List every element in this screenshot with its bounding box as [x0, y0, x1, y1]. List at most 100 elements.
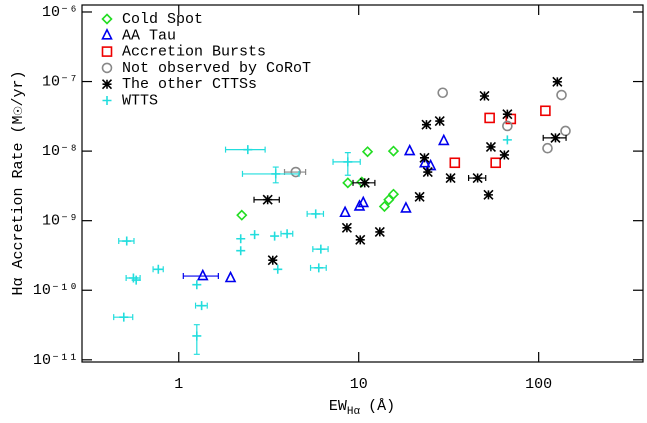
x-label-unit: (Å) [368, 398, 395, 415]
point [182, 268, 219, 281]
x-tick-label: 1 [174, 376, 183, 393]
marker [316, 244, 326, 254]
marker [414, 191, 425, 202]
point [192, 324, 202, 355]
x-label-main: EW [329, 398, 347, 415]
point [357, 195, 370, 208]
point [332, 152, 361, 176]
point [445, 172, 456, 184]
point [552, 76, 563, 87]
point [414, 191, 425, 202]
marker [490, 157, 501, 169]
marker [550, 132, 561, 143]
marker [361, 146, 374, 158]
point [192, 280, 202, 290]
marker [341, 222, 352, 233]
point [224, 270, 237, 283]
point [502, 135, 512, 145]
point [387, 145, 400, 157]
y-tick-label: 10⁻⁸ [42, 143, 78, 160]
y-axis-label: Hα Accretion Rate (M☉/yr) [10, 70, 27, 295]
legend-marker [101, 28, 113, 40]
point [437, 133, 450, 146]
marker [419, 152, 430, 163]
point [540, 105, 551, 117]
legend-marker [101, 79, 113, 90]
marker [236, 246, 246, 256]
point [113, 312, 134, 322]
point [403, 143, 416, 156]
plot-frame [81, 4, 644, 363]
x-tick-label: 100 [525, 376, 552, 393]
marker [192, 280, 202, 290]
marker [311, 209, 321, 219]
point [374, 226, 385, 237]
point [490, 157, 501, 169]
marker [243, 145, 253, 155]
point [273, 264, 283, 274]
point [339, 205, 351, 218]
legend-marker [101, 13, 113, 25]
point [341, 222, 352, 233]
point [118, 236, 135, 246]
marker [262, 194, 273, 205]
y-tick-label: 10⁻⁹ [42, 213, 78, 230]
marker [556, 89, 567, 101]
point [253, 194, 280, 205]
marker [502, 135, 512, 145]
marker [499, 149, 510, 161]
marker [353, 199, 366, 211]
marker [552, 76, 563, 87]
marker [400, 201, 412, 213]
y-tick-label: 10⁻⁶ [42, 4, 78, 21]
point [479, 90, 490, 102]
point [306, 209, 325, 219]
marker [387, 145, 400, 157]
marker [343, 157, 353, 167]
marker [540, 105, 551, 117]
legend-label: WTTS [122, 92, 158, 109]
marker [224, 270, 237, 283]
point [270, 231, 280, 241]
point [542, 132, 567, 143]
legend-marker [102, 96, 112, 105]
marker [437, 133, 450, 146]
point [467, 172, 487, 184]
point [434, 116, 445, 127]
marker [290, 166, 302, 178]
y-tick-label: 10⁻¹⁰ [33, 282, 78, 299]
point [502, 120, 513, 132]
point [361, 146, 374, 158]
marker [131, 275, 141, 285]
legend-marker [101, 62, 113, 74]
point [419, 152, 430, 163]
point [422, 166, 433, 178]
legend-label: Not observed by CoRoT [122, 60, 311, 77]
marker [445, 172, 456, 184]
point [224, 145, 266, 155]
marker [542, 142, 553, 154]
point [502, 109, 513, 120]
marker [437, 87, 449, 99]
point [241, 166, 300, 184]
point [437, 87, 449, 99]
point [378, 200, 391, 213]
point [353, 199, 366, 211]
marker [502, 120, 513, 132]
marker [485, 141, 497, 152]
marker [119, 312, 129, 322]
marker [236, 234, 246, 244]
point [236, 246, 246, 256]
marker [192, 331, 202, 341]
x-label-sub: Hα [347, 406, 361, 418]
y-tick-label: 10⁻¹¹ [33, 352, 78, 369]
marker [403, 143, 416, 156]
x-tick-label: 10 [350, 376, 368, 393]
marker [472, 172, 483, 184]
marker [502, 109, 513, 120]
marker [484, 112, 495, 124]
marker [339, 205, 351, 218]
point [250, 230, 260, 240]
point [542, 142, 553, 154]
